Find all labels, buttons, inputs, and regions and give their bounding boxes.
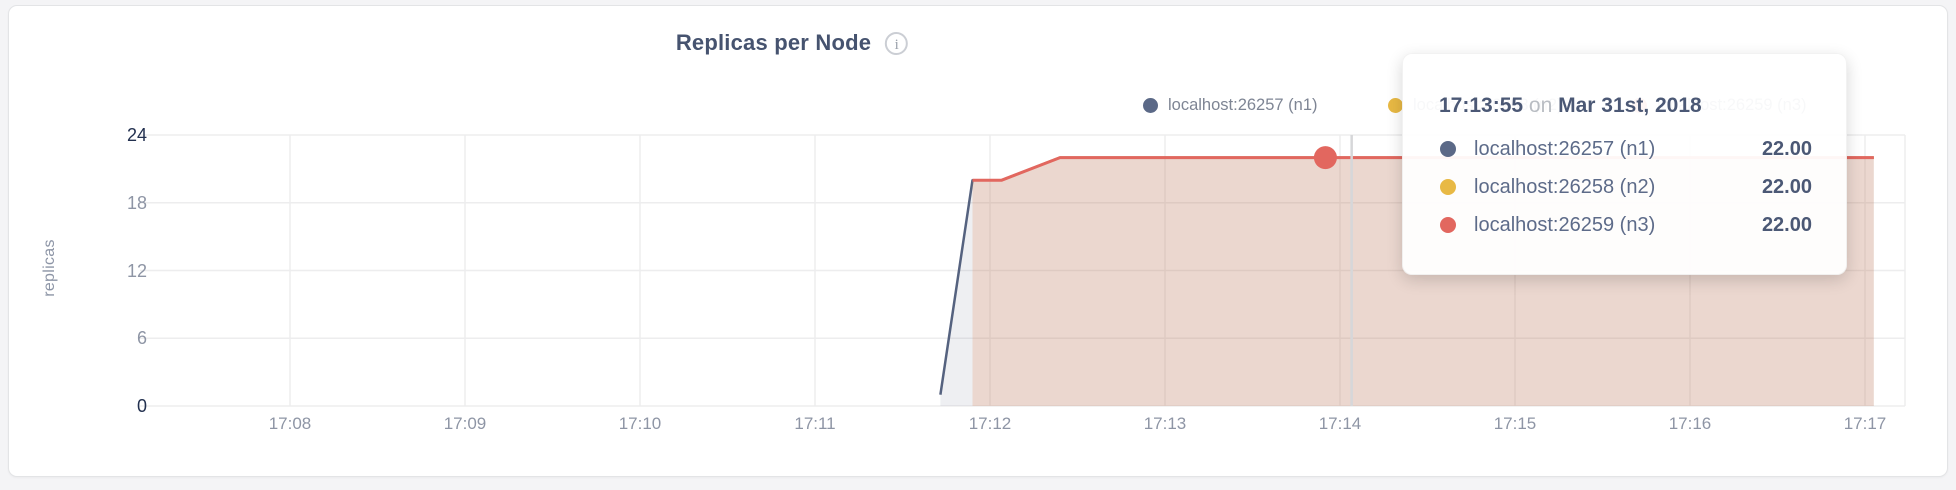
y-tick-label: 24 [126, 125, 147, 145]
x-tick-label: 17:11 [794, 414, 836, 433]
chart-header: Replicas per Node i [675, 30, 909, 56]
tooltip-series-name: localhost:26257 (n1) [1474, 137, 1656, 160]
tooltip-row: localhost:26259 (n3) 22.00 [1439, 206, 1812, 244]
tooltip-series-value: 22.00 [1761, 213, 1812, 236]
x-tick-label: 17:16 [1668, 414, 1712, 433]
tooltip-series-name: localhost:26258 (n2) [1474, 175, 1656, 198]
tooltip-header: 17:13:55 on Mar 31st, 2018 [1439, 94, 1812, 118]
x-tick-label: 17:13 [1143, 414, 1187, 433]
hover-dot [1313, 146, 1337, 170]
x-tick-label: 17:09 [443, 414, 487, 433]
x-tick-label: 17:10 [618, 414, 662, 433]
tooltip-row: localhost:26257 (n1) 22.00 [1439, 130, 1812, 168]
tooltip-date: Mar 31st, 2018 [1558, 94, 1702, 117]
info-icon[interactable]: i [885, 31, 909, 55]
y-axis-label: replicas [41, 239, 58, 297]
tooltip-row: localhost:26258 (n2) 22.00 [1439, 168, 1812, 206]
chart-title: Replicas per Node [675, 30, 872, 55]
tooltip-series-dot-icon [1440, 217, 1456, 233]
x-tick-label: 17:08 [268, 414, 312, 433]
legend-dot-icon [1388, 98, 1403, 113]
x-tick-label: 17:12 [968, 414, 1012, 433]
tooltip-series-value: 22.00 [1761, 137, 1812, 160]
y-tick-label: 6 [136, 328, 147, 349]
x-tick-label: 17:17 [1843, 414, 1887, 433]
legend-dot-icon [1143, 98, 1158, 113]
legend-label: localhost:26257 (n1) [1168, 96, 1318, 114]
tooltip-series-dot-icon [1440, 179, 1456, 195]
tooltip-rows: localhost:26257 (n1) 22.00 localhost:26258… [1439, 130, 1812, 244]
x-tick-label: 17:14 [1318, 414, 1362, 433]
tooltip-time: 17:13:55 [1439, 94, 1524, 117]
y-tick-label: 12 [126, 260, 147, 281]
hover-tooltip: 17:13:55 on Mar 31st, 2018 localhost:262… [1402, 53, 1847, 275]
tooltip-on: on [1528, 94, 1553, 117]
legend-item[interactable]: localhost:26257 (n1) [1143, 96, 1318, 115]
x-tick-label: 17:15 [1493, 414, 1537, 433]
tooltip-series-name: localhost:26259 (n3) [1474, 213, 1656, 236]
y-tick-label: 18 [126, 192, 147, 213]
tooltip-series-value: 22.00 [1761, 175, 1812, 198]
y-tick-label: 0 [136, 396, 147, 416]
tooltip-series-dot-icon [1440, 141, 1456, 157]
